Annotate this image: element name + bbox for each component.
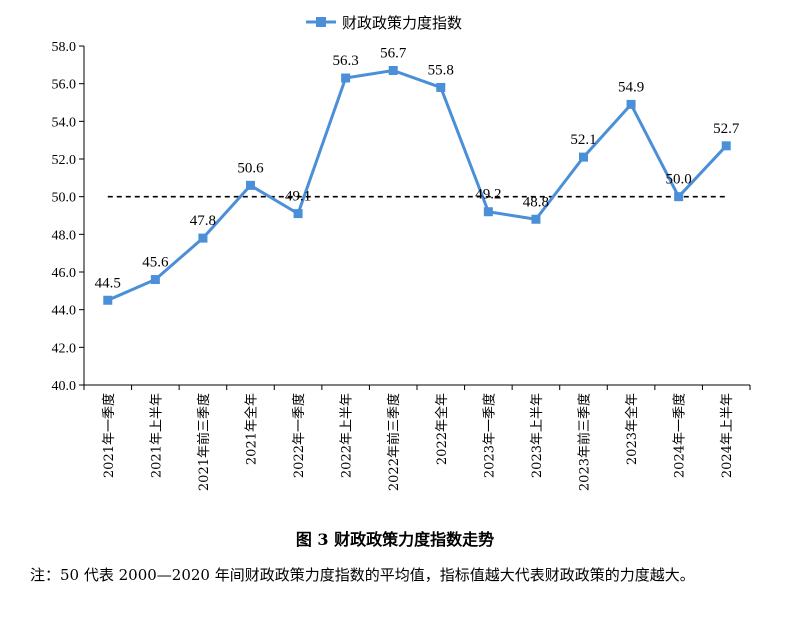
data-label: 49.2: [475, 187, 501, 203]
data-label: 52.7: [713, 121, 740, 137]
data-label: 45.6: [142, 255, 169, 271]
x-tick-label: 2021年前三季度: [196, 393, 212, 491]
y-tick-label: 54.0: [52, 115, 77, 130]
x-tick-label: 2021年全年: [244, 393, 260, 465]
y-tick-label: 58.0: [52, 40, 77, 55]
axes: 40.0 42.0 44.0 46.0 48.0 50.0 52.0 54.0 56.0 58.0…: [52, 40, 751, 491]
x-tick-label: 2021年上半年: [149, 393, 164, 478]
data-label: 52.1: [570, 132, 596, 148]
data-point: [293, 209, 303, 219]
x-tick-label: 2024年上半年: [720, 393, 735, 478]
data-point: [436, 82, 446, 92]
x-tick-label: 2024年一季度: [672, 393, 688, 478]
data-label: 44.5: [95, 275, 121, 291]
data-point: [483, 207, 493, 217]
data-point: [198, 233, 208, 243]
data-labels: 44.5 45.6 47.8 50.6 49.1 56.3 56.7 55.8 49.2 48.8…: [95, 45, 740, 291]
y-tick-label: 42.0: [52, 341, 77, 356]
x-tick-label: 2022年上半年: [340, 393, 355, 478]
data-label: 47.8: [190, 213, 216, 229]
legend-label: 财政政策力度指数: [342, 14, 462, 32]
line-chart: 财政政策力度指数 40.0 42.0 44.0 46.0 48.0 50.0 52.0 54.…: [52, 14, 751, 491]
x-tick-label: 2023年上半年: [530, 393, 545, 478]
data-label: 49.1: [285, 189, 311, 205]
data-point: [150, 275, 160, 285]
y-tick-label: 56.0: [52, 78, 77, 93]
x-tick-label: 2023年前三季度: [577, 393, 593, 491]
series-path: [107, 68, 728, 302]
data-label: 56.3: [333, 53, 359, 69]
y-tick-label: 50.0: [52, 191, 77, 206]
data-point: [246, 180, 255, 190]
y-tick-label: 44.0: [52, 304, 77, 319]
data-point: [674, 192, 684, 202]
data-point: [626, 99, 636, 109]
data-point: [721, 141, 731, 151]
data-label: 55.8: [428, 62, 454, 78]
data-point: [579, 152, 588, 162]
figure-note: 注：50 代表 2000—2020 年间财政政策力度指数的平均值，指标值越大代表…: [30, 566, 695, 584]
data-label: 50.6: [237, 160, 264, 176]
y-tick-label: 48.0: [52, 228, 77, 243]
x-tick-label: 2022年前三季度: [386, 393, 402, 491]
y-tick-label: 40.0: [52, 379, 77, 394]
figure-caption: 图 3 财政政策力度指数走势: [295, 530, 495, 549]
data-point: [531, 214, 541, 224]
legend: 财政政策力度指数: [306, 14, 462, 32]
data-point: [388, 65, 398, 75]
data-point: [103, 295, 113, 305]
data-label: 48.8: [523, 194, 549, 210]
x-tick-label: 2023年一季度: [481, 393, 497, 478]
series-line: [103, 65, 731, 305]
x-tick-label: 2022年一季度: [291, 393, 307, 478]
x-tick-label: 2022年全年: [434, 393, 450, 465]
data-label: 50.0: [666, 172, 692, 188]
data-point: [341, 73, 351, 83]
data-label: 56.7: [380, 45, 407, 61]
legend-marker: [316, 17, 326, 27]
y-tick-label: 46.0: [52, 266, 77, 281]
y-tick-label: 52.0: [52, 153, 77, 168]
data-label: 54.9: [618, 79, 644, 95]
x-tick-label: 2021年一季度: [101, 393, 117, 478]
x-tick-label: 2023年全年: [624, 393, 640, 465]
